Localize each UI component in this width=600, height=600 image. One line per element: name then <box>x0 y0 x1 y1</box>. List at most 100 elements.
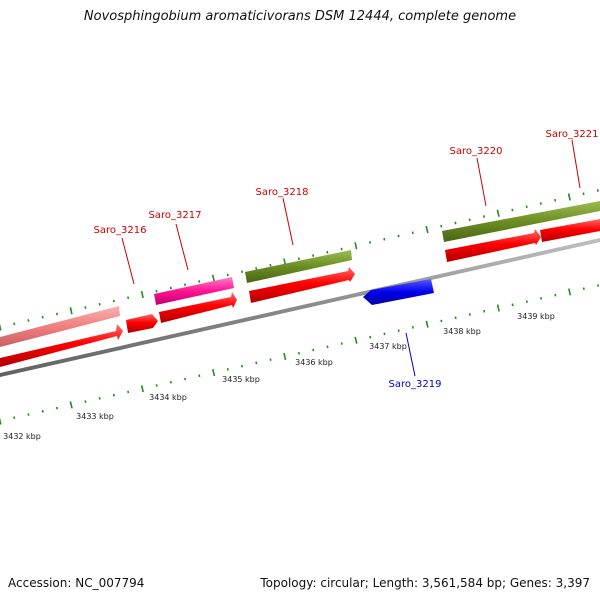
inner-ruler-minor-tick <box>13 416 16 420</box>
outer-ruler-minor-tick <box>41 315 44 319</box>
scale-label-3439: 3439 kbp <box>517 312 555 321</box>
gene-arrow-saro-3221[interactable] <box>540 219 600 242</box>
inner-ruler-minor-tick <box>440 319 443 323</box>
inner-ruler-major-tick <box>140 385 144 393</box>
label-leader-saro-3217 <box>175 223 189 271</box>
inner-ruler-major-tick <box>69 401 73 409</box>
inner-ruler-minor-tick <box>226 368 229 371</box>
outer-ruler-minor-tick <box>411 231 414 235</box>
gene-label-saro-3218[interactable]: Saro_3218 <box>256 187 309 198</box>
label-leader-saro-3220 <box>476 157 487 207</box>
inner-ruler-minor-tick <box>27 413 30 416</box>
gene-label-saro-3217[interactable]: Saro_3217 <box>149 210 202 221</box>
outer-ruler-minor-tick <box>369 241 372 244</box>
outer-ruler-minor-tick <box>240 270 243 274</box>
inner-ruler-minor-tick <box>383 332 386 336</box>
outer-ruler-minor-tick <box>511 208 514 212</box>
outer-ruler-minor-tick <box>184 283 187 287</box>
inner-ruler-minor-tick <box>582 287 585 291</box>
gene-arrow-saro-3219[interactable] <box>363 279 434 305</box>
inner-ruler-minor-tick <box>112 393 115 397</box>
gene-arrow-saro-3217[interactable] <box>159 292 237 323</box>
inner-ruler-minor-tick <box>255 361 258 365</box>
outer-ruler-major-tick <box>425 225 429 234</box>
inner-ruler-major-tick <box>496 304 500 312</box>
feature-bar-olive-2[interactable] <box>442 201 600 242</box>
scale-label-3437: 3437 kbp <box>369 342 407 351</box>
gene-arrow-3215[interactable] <box>0 324 123 367</box>
scale-label-3432: 3432 kbp <box>3 432 41 441</box>
inner-ruler-minor-tick <box>369 335 372 339</box>
inner-ruler-major-tick <box>283 352 287 361</box>
inner-ruler-minor-tick <box>483 309 486 313</box>
label-leader-saro-3221 <box>571 139 581 189</box>
outer-ruler-minor-tick <box>440 224 443 228</box>
outer-ruler-major-tick <box>211 274 216 282</box>
outer-ruler-minor-tick <box>269 263 272 267</box>
outer-ruler-minor-tick <box>226 273 229 277</box>
inner-scale-ticks <box>0 284 600 425</box>
gene-arrow-saro-3220[interactable] <box>445 229 541 262</box>
inner-ruler-minor-tick <box>554 293 557 297</box>
outer-ruler-minor-tick <box>169 286 172 290</box>
outer-ruler-minor-tick <box>98 302 101 306</box>
outer-ruler-minor-tick <box>554 198 557 202</box>
outer-ruler-minor-tick <box>539 202 542 205</box>
inner-ruler-minor-tick <box>241 364 244 368</box>
inner-ruler-minor-tick <box>525 300 528 303</box>
outer-ruler-minor-tick <box>155 289 158 293</box>
outer-ruler-minor-tick <box>198 280 201 283</box>
feature-bar-magenta[interactable] <box>154 277 234 305</box>
inner-ruler-minor-tick <box>297 351 301 355</box>
gene-label-saro-3220[interactable]: Saro_3220 <box>450 146 503 157</box>
inner-ruler-minor-tick <box>411 326 414 329</box>
inner-ruler-major-tick <box>425 320 429 328</box>
inner-ruler-minor-tick <box>41 409 44 413</box>
scale-label-3436: 3436 kbp <box>295 358 333 367</box>
outer-ruler-minor-tick <box>596 189 599 192</box>
outer-ruler-minor-tick <box>340 247 343 251</box>
inner-ruler-minor-tick <box>511 303 514 307</box>
feature-bar-olive-1[interactable] <box>245 250 352 283</box>
inner-ruler-minor-tick <box>468 313 471 316</box>
genome-summary-text: Topology: circular; Length: 3,561,584 bp… <box>260 576 590 590</box>
label-leader-saro-3216 <box>121 237 135 285</box>
inner-ruler-minor-tick <box>55 406 58 410</box>
map-title: Novosphingobium aromaticivorans DSM 1244… <box>83 9 517 24</box>
inner-ruler-major-tick <box>354 336 358 344</box>
inner-ruler-minor-tick <box>184 377 187 381</box>
inner-ruler-minor-tick <box>84 400 87 403</box>
scale-label-3434: 3434 kbp <box>149 393 187 402</box>
outer-ruler-minor-tick <box>13 322 16 326</box>
inner-ruler-minor-tick <box>155 384 158 387</box>
outer-ruler-minor-tick <box>525 205 528 209</box>
inner-ruler-minor-tick <box>597 284 600 287</box>
outer-ruler-minor-tick <box>297 257 300 261</box>
outer-ruler-minor-tick <box>84 306 87 309</box>
inner-ruler-minor-tick <box>340 342 343 345</box>
scale-label-3433: 3433 kbp <box>76 412 114 421</box>
outer-ruler-major-tick <box>0 323 2 331</box>
gene-label-saro-3216[interactable]: Saro_3216 <box>94 225 147 236</box>
inner-ruler-minor-tick <box>98 397 101 400</box>
gene-label-saro-3221[interactable]: Saro_3221 <box>546 129 599 140</box>
label-leader-saro-3219 <box>405 332 416 377</box>
inner-ruler-major-tick <box>568 288 572 296</box>
outer-ruler-minor-tick <box>112 299 115 303</box>
gene-label-saro-3219[interactable]: Saro_3219 <box>389 379 442 390</box>
outer-ruler-minor-tick <box>55 312 58 316</box>
inner-ruler-minor-tick <box>397 329 400 333</box>
outer-ruler-major-tick <box>496 209 500 217</box>
gene-arrow-saro-3218[interactable] <box>249 267 355 303</box>
inner-ruler-minor-tick <box>326 345 329 349</box>
outer-ruler-minor-tick <box>383 237 386 241</box>
inner-ruler-minor-tick <box>198 374 201 378</box>
outer-ruler-minor-tick <box>312 254 315 257</box>
feature-bar-pink[interactable] <box>0 306 120 347</box>
gene-arrow-saro-3216[interactable] <box>126 314 158 333</box>
inner-ruler-major-tick <box>0 417 2 425</box>
genome-backbone <box>0 238 600 377</box>
outer-ruler-major-tick <box>69 307 73 315</box>
